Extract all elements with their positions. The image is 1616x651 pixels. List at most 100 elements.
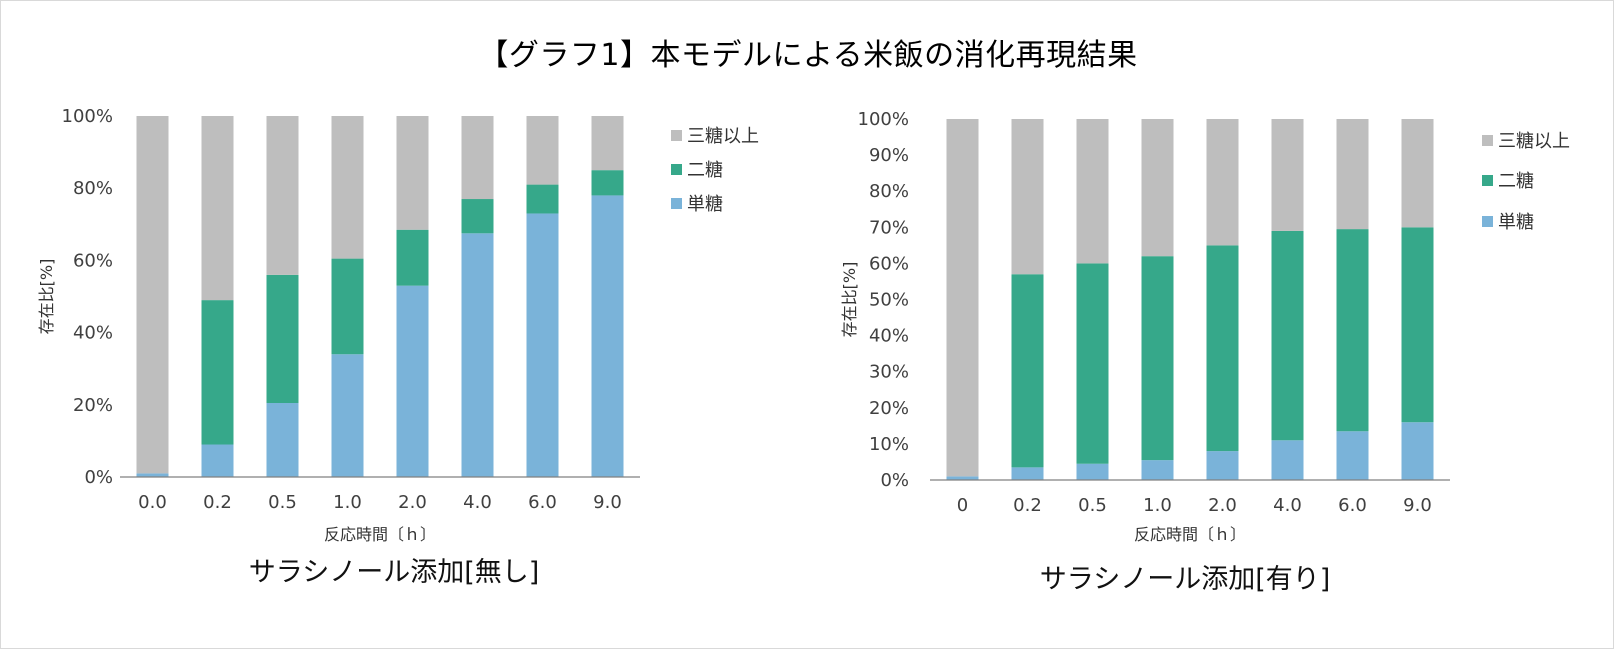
y-tick-label-1-8: 80% <box>869 181 909 202</box>
legend-swatch-0-1 <box>671 164 682 175</box>
y-tick-label-0-1: 20% <box>73 395 113 416</box>
bar-segment-0-4-1 <box>396 229 429 286</box>
y-tick-label-1-2: 20% <box>869 398 909 419</box>
bar-segment-1-1-0 <box>1011 467 1044 480</box>
bar-segment-1-4-1 <box>1206 245 1239 452</box>
main-title: 【グラフ1】本モデルによる米飯の消化再現結果 <box>478 38 1138 73</box>
y-tick-label-1-7: 70% <box>869 217 909 238</box>
bar-segment-1-3-0 <box>1141 460 1174 480</box>
x-tick-label-0-2: 0.5 <box>268 492 297 513</box>
y-tick-label-0-5: 100% <box>62 106 113 127</box>
y-tick-label-0-4: 80% <box>73 178 113 199</box>
legend-swatch-1-0 <box>1482 135 1493 146</box>
bar-segment-0-4-0 <box>396 285 429 477</box>
bar-segment-0-5-2 <box>461 116 494 200</box>
bar-segment-0-1-2 <box>201 116 234 301</box>
bar-segment-0-6-1 <box>526 184 559 214</box>
bar-segment-0-5-1 <box>461 199 494 234</box>
x-axis-title-0: 反応時間〔ｈ〕 <box>324 525 436 544</box>
bar-segment-1-6-1 <box>1336 229 1369 432</box>
bar-segment-0-7-0 <box>591 195 624 478</box>
bar-segment-1-5-1 <box>1271 230 1304 441</box>
bar-segment-0-5-0 <box>461 233 494 477</box>
bar-segment-0-1-1 <box>201 300 234 445</box>
bar-segment-1-7-1 <box>1401 227 1434 423</box>
bar-segment-0-7-1 <box>591 170 624 196</box>
x-tick-label-1-6: 6.0 <box>1338 495 1367 516</box>
bar-segment-0-6-0 <box>526 213 559 477</box>
bar-segment-1-4-2 <box>1206 119 1239 246</box>
bar-segment-1-6-0 <box>1336 431 1369 480</box>
y-tick-label-1-6: 60% <box>869 253 909 274</box>
bar-segment-1-3-1 <box>1141 256 1174 461</box>
x-tick-label-1-4: 2.0 <box>1208 495 1237 516</box>
bar-segment-0-3-0 <box>331 354 364 477</box>
bar-segment-1-7-0 <box>1401 422 1434 480</box>
bar-segment-0-7-2 <box>591 116 624 171</box>
bar-segment-0-0-0 <box>136 473 169 477</box>
bar-segment-1-3-2 <box>1141 119 1174 257</box>
legend-label-1-1: 二糖 <box>1498 171 1534 192</box>
y-tick-label-0-0: 0% <box>84 467 113 488</box>
y-tick-label-1-0: 0% <box>880 470 909 491</box>
x-tick-label-1-5: 4.0 <box>1273 495 1302 516</box>
bar-segment-0-2-0 <box>266 402 299 477</box>
bar-segment-0-6-2 <box>526 116 559 185</box>
bar-segment-1-0-0 <box>946 476 979 480</box>
legend-swatch-1-1 <box>1482 175 1493 186</box>
legend-label-1-0: 三糖以上 <box>1498 131 1570 152</box>
bar-segment-1-2-2 <box>1076 119 1109 264</box>
chart-subtitle-1: サラシノール添加[有り] <box>1040 564 1331 595</box>
legend-label-0-2: 単糖 <box>687 194 723 215</box>
y-tick-label-1-5: 50% <box>869 290 909 311</box>
legend-label-1-2: 単糖 <box>1498 212 1534 233</box>
x-tick-label-0-5: 4.0 <box>463 492 492 513</box>
legend-swatch-1-2 <box>1482 216 1493 227</box>
bar-segment-1-4-0 <box>1206 451 1239 480</box>
bar-segment-0-2-1 <box>266 274 299 403</box>
bar-segment-1-1-1 <box>1011 274 1044 468</box>
bar-segment-0-2-2 <box>266 116 299 275</box>
bar-segment-1-1-2 <box>1011 119 1044 275</box>
y-axis-title-1: 存在比[%] <box>840 262 859 338</box>
legend-swatch-0-2 <box>671 198 682 209</box>
legend-label-0-0: 三糖以上 <box>687 126 759 147</box>
legend-swatch-0-0 <box>671 130 682 141</box>
y-tick-label-1-10: 100% <box>858 109 909 130</box>
y-tick-label-1-1: 10% <box>869 434 909 455</box>
bar-segment-1-6-2 <box>1336 119 1369 230</box>
y-tick-label-0-2: 40% <box>73 323 113 344</box>
y-axis-title-0: 存在比[%] <box>37 259 56 335</box>
bar-segment-1-5-2 <box>1271 119 1304 231</box>
bar-segment-0-3-2 <box>331 116 364 259</box>
bar-segment-1-2-0 <box>1076 463 1109 480</box>
y-tick-label-1-9: 90% <box>869 145 909 166</box>
x-tick-label-1-2: 0.5 <box>1078 495 1107 516</box>
x-tick-label-0-3: 1.0 <box>333 492 362 513</box>
y-tick-label-1-3: 30% <box>869 362 909 383</box>
x-tick-label-0-6: 6.0 <box>528 492 557 513</box>
bar-segment-0-4-2 <box>396 116 429 230</box>
bar-segment-1-7-2 <box>1401 119 1434 228</box>
bar-segment-1-0-2 <box>946 119 979 477</box>
x-axis-title-1: 反応時間〔ｈ〕 <box>1134 525 1246 544</box>
bar-segment-0-0-2 <box>136 116 169 474</box>
bar-segment-0-3-1 <box>331 258 364 355</box>
bar-segment-1-5-0 <box>1271 440 1304 480</box>
x-tick-label-1-1: 0.2 <box>1013 495 1042 516</box>
x-tick-label-0-0: 0.0 <box>138 492 167 513</box>
legend-label-0-1: 二糖 <box>687 160 723 181</box>
x-tick-label-1-3: 1.0 <box>1143 495 1172 516</box>
x-tick-label-1-7: 9.0 <box>1403 495 1432 516</box>
bar-segment-1-2-1 <box>1076 263 1109 464</box>
x-tick-label-1-0: 0 <box>957 495 968 516</box>
x-tick-label-0-4: 2.0 <box>398 492 427 513</box>
bar-segment-0-1-0 <box>201 444 234 477</box>
x-tick-label-0-7: 9.0 <box>593 492 622 513</box>
chart-subtitle-0: サラシノール添加[無し] <box>249 557 540 588</box>
y-tick-label-0-3: 60% <box>73 250 113 271</box>
x-tick-label-0-1: 0.2 <box>203 492 232 513</box>
y-tick-label-1-4: 40% <box>869 326 909 347</box>
